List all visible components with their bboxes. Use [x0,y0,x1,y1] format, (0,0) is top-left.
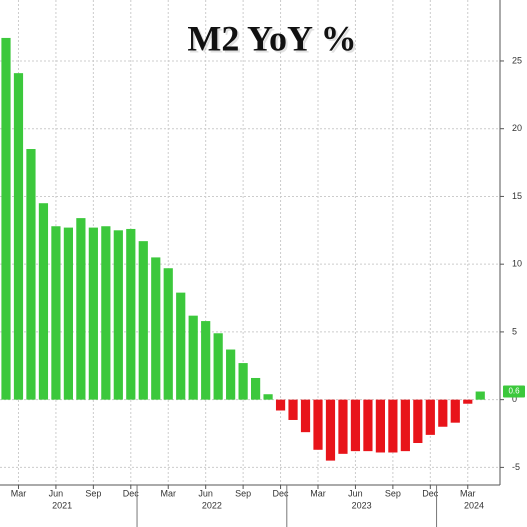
bar [38,203,49,400]
bar [251,377,261,400]
x-tick-label: Mar [11,488,27,498]
x-tick-label: Jun [49,488,64,498]
x-group-label: 2023 [352,500,372,510]
bar [163,268,173,400]
y-tick-label: 0 [512,394,517,404]
bar [313,399,323,450]
bar [275,399,286,411]
bar [88,227,98,400]
x-tick-label: Dec [422,488,439,498]
bar [126,228,136,400]
bar [325,399,336,461]
y-tick-label: 5 [512,326,517,336]
x-tick-label: Mar [310,488,326,498]
chart-title: M2 YoY % [187,18,356,58]
y-tick-label: 25 [512,55,522,65]
bar [51,226,61,400]
bar [188,315,198,400]
bar [338,399,348,454]
bar [263,394,273,400]
x-tick-label: Jun [198,488,213,498]
bar [388,399,398,453]
x-tick-label: Sep [235,488,251,498]
x-tick-label: Mar [460,488,476,498]
bar [300,399,311,433]
bar [63,227,73,400]
bar [425,399,435,435]
bar [413,399,423,444]
x-tick-label: Dec [123,488,140,498]
x-tick-label: Sep [85,488,101,498]
x-group-label: 2024 [464,500,484,510]
bar [400,399,410,452]
bar [463,399,473,404]
x-tick-label: Mar [160,488,176,498]
bar [76,218,86,400]
bar [238,363,248,400]
bar [138,241,148,400]
x-tick-label: Sep [385,488,401,498]
x-tick-label: Jun [348,488,363,498]
bar [475,391,485,400]
x-tick-label: Dec [273,488,290,498]
bar [113,230,123,400]
chart-title-shadow: M2 YoY % [189,20,358,60]
bar [101,226,111,400]
x-group-label: 2022 [202,500,222,510]
y-tick-label: 20 [512,123,522,133]
x-group-label: 2021 [52,500,72,510]
bar [288,399,298,420]
y-tick-label: -5 [512,462,520,472]
bar [151,257,161,400]
bar [201,321,211,400]
bar [438,399,448,427]
y-tick-label: 10 [512,259,522,269]
bar [26,149,36,400]
bar [226,349,236,400]
bar [13,73,24,400]
bar [375,399,385,453]
bar [176,292,186,400]
bar [363,399,373,452]
last-value-label: 0.6 [508,387,520,396]
bar [1,37,11,400]
bar [350,399,361,452]
last-value-box [503,385,525,398]
bar [213,333,223,400]
bar [450,399,460,423]
y-tick-label: 15 [512,191,522,201]
